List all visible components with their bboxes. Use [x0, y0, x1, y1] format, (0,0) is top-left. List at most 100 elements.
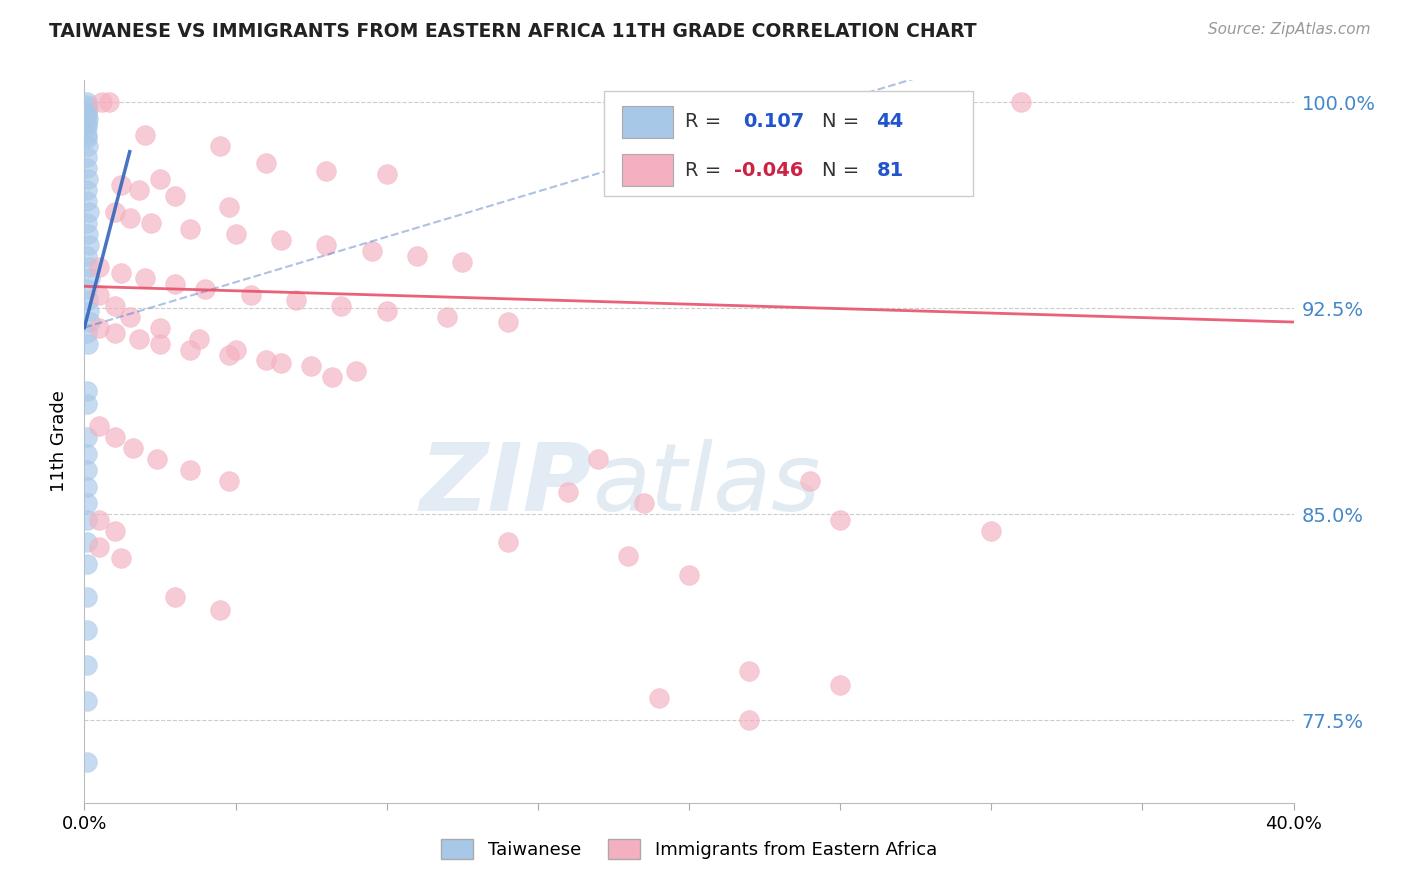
Point: [194, 282, 217, 296]
Point: [77, 139, 100, 153]
Point: [76, 755, 98, 769]
Point: [77, 337, 100, 351]
Text: R =: R =: [685, 112, 728, 131]
Point: [149, 320, 172, 334]
Point: [77, 238, 100, 252]
Point: [118, 310, 141, 324]
Point: [104, 299, 127, 313]
Point: [76, 430, 98, 444]
Point: [496, 534, 519, 549]
Point: [89, 320, 111, 334]
Text: 81: 81: [876, 161, 904, 180]
Point: [89, 513, 111, 527]
Point: [321, 370, 343, 384]
Point: [76, 109, 98, 123]
Point: [76, 326, 98, 340]
Point: [738, 95, 761, 110]
Point: [118, 211, 141, 225]
Point: [77, 101, 100, 115]
Point: [330, 299, 353, 313]
Point: [110, 178, 132, 192]
Point: [104, 524, 127, 538]
FancyBboxPatch shape: [623, 154, 673, 186]
Point: [79, 271, 101, 285]
Point: [935, 95, 957, 110]
Point: [738, 664, 761, 678]
Point: [633, 496, 655, 510]
Point: [299, 359, 322, 373]
Point: [315, 238, 337, 252]
Text: ZIP: ZIP: [419, 439, 592, 531]
Point: [315, 164, 337, 178]
Point: [110, 551, 132, 566]
Point: [76, 216, 98, 230]
Point: [104, 205, 127, 219]
Text: atlas: atlas: [592, 440, 821, 531]
FancyBboxPatch shape: [605, 91, 973, 196]
Point: [89, 260, 111, 274]
Point: [77, 260, 100, 274]
Point: [254, 155, 277, 169]
Point: [134, 128, 156, 143]
Point: [1011, 95, 1033, 110]
Point: [76, 282, 98, 296]
Point: [76, 397, 98, 411]
Point: [139, 216, 162, 230]
Point: [76, 658, 98, 673]
Point: [76, 496, 98, 510]
Point: [128, 332, 150, 346]
Point: [76, 106, 98, 120]
Point: [77, 112, 100, 126]
Point: [76, 249, 98, 263]
Point: [165, 590, 187, 604]
Point: [76, 590, 98, 604]
Point: [89, 541, 111, 555]
Point: [270, 356, 292, 370]
Point: [77, 304, 100, 318]
Point: [218, 200, 240, 214]
Point: [225, 227, 247, 241]
FancyBboxPatch shape: [623, 105, 673, 137]
Point: [270, 233, 292, 247]
Point: [76, 557, 98, 571]
Point: [76, 694, 98, 708]
Point: [496, 315, 519, 329]
Point: [678, 567, 700, 582]
Point: [104, 326, 127, 340]
Point: [77, 227, 100, 241]
Point: [76, 463, 98, 477]
Point: [91, 95, 114, 110]
Point: [617, 549, 640, 563]
Point: [76, 480, 98, 494]
Point: [165, 188, 187, 202]
Point: [799, 475, 821, 489]
Point: [209, 139, 232, 153]
Point: [239, 287, 262, 301]
Point: [225, 343, 247, 357]
Point: [346, 364, 368, 378]
Point: [146, 452, 169, 467]
Point: [76, 623, 98, 637]
Point: [209, 603, 232, 617]
Point: [179, 343, 201, 357]
Point: [218, 475, 240, 489]
Point: [738, 714, 761, 728]
Point: [179, 463, 201, 477]
Point: [830, 678, 852, 692]
Point: [134, 271, 156, 285]
Point: [406, 249, 429, 263]
Point: [375, 167, 398, 181]
Point: [110, 266, 132, 280]
Point: [89, 419, 111, 434]
Point: [76, 534, 98, 549]
Text: R =: R =: [685, 161, 728, 180]
Point: [128, 183, 150, 197]
Point: [76, 120, 98, 134]
Text: 44: 44: [876, 112, 904, 131]
Point: [89, 287, 111, 301]
Point: [76, 447, 98, 461]
Point: [218, 348, 240, 362]
Point: [648, 691, 671, 706]
Point: [79, 315, 101, 329]
Point: [76, 150, 98, 164]
